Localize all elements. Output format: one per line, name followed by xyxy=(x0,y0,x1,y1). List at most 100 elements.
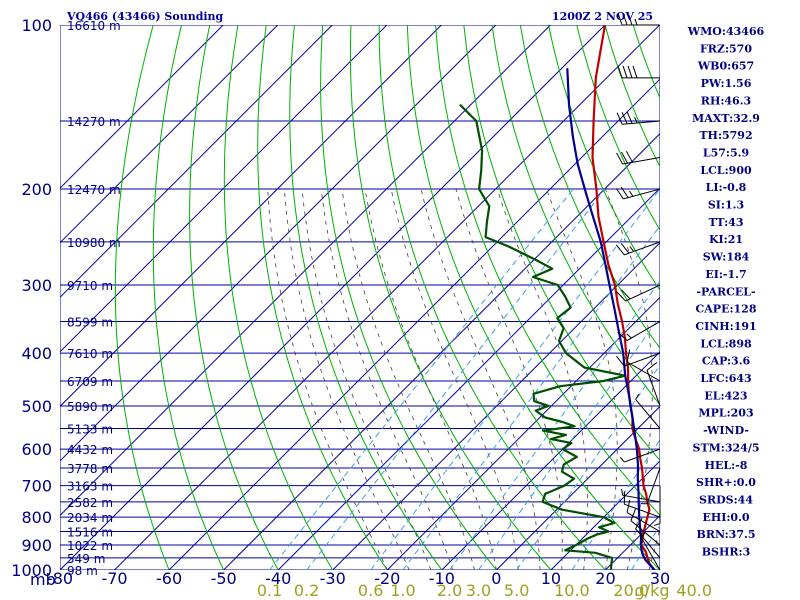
wind-barb-staff xyxy=(646,467,661,504)
wind-barb xyxy=(617,12,660,26)
moist-adiabat--16 xyxy=(284,189,410,570)
wind-barb xyxy=(646,361,661,407)
moist-adiabat--4 xyxy=(341,189,475,570)
isotherm--140 xyxy=(60,25,279,244)
mixing-ratio-line-3.0 xyxy=(478,315,660,570)
index-item: SHR+:0.0 xyxy=(696,476,756,489)
wind-barb-half-flag xyxy=(621,488,624,496)
wind-barb xyxy=(635,393,661,429)
index-item: L57:5.9 xyxy=(703,146,749,159)
temperature-tick-label: -10 xyxy=(429,569,455,588)
height-label: 16610 m xyxy=(67,19,121,33)
wind-barb-flag xyxy=(621,112,628,125)
isotherm-10 xyxy=(550,460,660,570)
dry-adiabat--10 xyxy=(289,25,443,570)
temperature-tick-label: -40 xyxy=(265,569,291,588)
wind-barb-half-flag xyxy=(629,246,635,252)
wind-barb-staff xyxy=(626,321,661,341)
index-item: WMO:43466 xyxy=(687,25,765,38)
isotherm--70 xyxy=(114,25,660,570)
index-item: EL:423 xyxy=(704,389,747,402)
pressure-unit-label: mb xyxy=(30,570,56,589)
temperature-tick-label: -30 xyxy=(320,569,346,588)
index-item: TT:43 xyxy=(709,216,744,229)
grid-lines xyxy=(60,25,660,570)
isotherm--90 xyxy=(60,25,551,517)
dry-adiabat-90 xyxy=(576,25,660,232)
wind-barb-flag xyxy=(620,186,629,198)
wind-barb-flag xyxy=(617,331,628,341)
moist-adiabat-0 xyxy=(364,189,497,570)
mixing-ratio-label: 1.0 xyxy=(390,581,415,600)
index-item: HEL:-8 xyxy=(705,459,748,472)
dry-adiabat-70 xyxy=(519,25,660,350)
wind-barb-flag xyxy=(622,12,628,26)
mixing-ratio-label: 2.0 xyxy=(437,581,462,600)
pressure-tick-label: 700 xyxy=(21,477,52,496)
temperature-tick-label: -20 xyxy=(374,569,400,588)
pressure-tick-label: 300 xyxy=(21,276,52,295)
isotherm--40 xyxy=(277,187,660,570)
index-item: MPL:203 xyxy=(698,407,753,420)
pressure-tick-label: 200 xyxy=(21,180,52,199)
dry-adiabat-160 xyxy=(774,25,800,570)
wind-barb-staff xyxy=(624,503,661,518)
wind-barb xyxy=(623,491,661,518)
wind-barb-flag xyxy=(616,112,623,125)
index-item: SW:184 xyxy=(703,251,750,264)
mixing-ratio-unit-label: g/kg xyxy=(635,581,670,600)
mixing-ratio-line-1.0 xyxy=(402,225,660,570)
wind-barb-staff xyxy=(623,188,661,200)
pressure-tick-label: 400 xyxy=(21,344,52,363)
wind-barb-flag xyxy=(621,151,628,164)
axis-labels: 0.1 0.2 0.6 1.0 2.0 3.0 5.0 10.0 20.0 40.0g/kg100… xyxy=(11,16,712,600)
wind-barb-flag xyxy=(646,361,658,371)
wind-barb-flag xyxy=(635,517,643,530)
index-item: BSHR:3 xyxy=(702,546,751,559)
moist-adiabat-24 xyxy=(605,188,653,570)
mixing-ratio-label: 0.6 xyxy=(358,581,383,600)
moist-adiabat--12 xyxy=(301,189,432,570)
wind-barbs xyxy=(615,12,661,571)
mixing-ratio-label: 3.0 xyxy=(466,581,491,600)
wind-barb-flag xyxy=(627,65,633,78)
wind-barb-half-flag xyxy=(653,523,661,527)
height-label: 6709 m xyxy=(67,375,113,389)
height-label: 5133 m xyxy=(67,422,113,436)
height-label: 1516 m xyxy=(67,526,113,540)
height-label: 4432 m xyxy=(67,443,113,457)
index-item: BRN:37.5 xyxy=(697,528,756,541)
dry-adiabat-10 xyxy=(349,25,552,570)
wind-barb-flag xyxy=(625,150,633,163)
dry-adiabat-60 xyxy=(491,25,660,406)
temperature-tick-label: -50 xyxy=(211,569,237,588)
height-label: 14270 m xyxy=(67,115,121,129)
wind-barb-flag xyxy=(615,188,624,200)
isotherm--30 xyxy=(332,242,660,570)
wind-barb xyxy=(626,349,661,382)
wind-barb-flag xyxy=(627,12,633,26)
wind-barb-flag xyxy=(617,65,623,78)
moist-adiabat--20 xyxy=(267,189,388,570)
dry-adiabat-0 xyxy=(320,25,497,570)
valid-time: 1200Z 2 NOV 25 xyxy=(552,10,653,23)
mixing-ratio-label: 40.0 xyxy=(676,581,712,600)
index-item: CAPE:128 xyxy=(696,303,757,316)
pressure-tick-label: 500 xyxy=(21,397,52,416)
index-item: LI:-0.8 xyxy=(706,181,747,194)
temperature-tick-label: 20 xyxy=(595,569,615,588)
isotherm--120 xyxy=(60,25,388,353)
wind-barb-staff xyxy=(622,156,661,165)
moist-adiabat-20 xyxy=(546,188,618,570)
height-label: 98 m xyxy=(67,564,98,578)
index-item: STM:324/5 xyxy=(693,441,760,454)
index-item: SRDS:44 xyxy=(699,493,753,506)
wind-barb-flag xyxy=(616,152,624,165)
mixing-ratio-label: 10.0 xyxy=(554,581,590,600)
wind-barb xyxy=(617,65,660,79)
pressure-tick-label: 100 xyxy=(21,16,52,35)
index-item: CINH:191 xyxy=(695,320,756,333)
dry-adiabat-80 xyxy=(548,25,660,292)
height-label: 3778 m xyxy=(67,462,113,476)
wind-barb-half-flag xyxy=(629,190,634,197)
